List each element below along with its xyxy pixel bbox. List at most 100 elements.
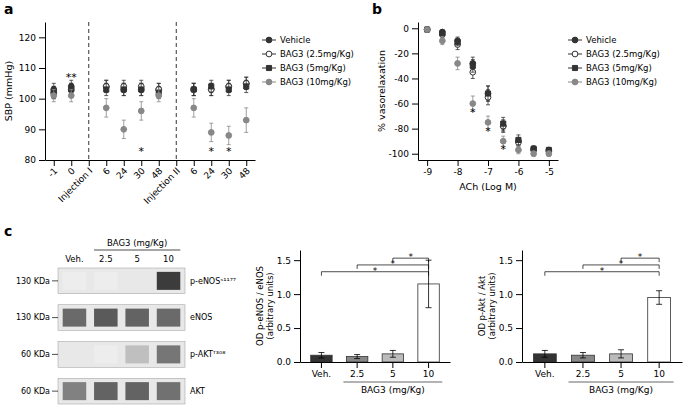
x-axis-tick: 0 [66,160,77,177]
band [125,272,149,290]
series [424,27,551,154]
row-weight-label: 130 KDa [16,277,50,286]
error-bar [227,83,231,95]
band [94,309,118,327]
x-axis-tick-label: Veh. [535,369,555,379]
error-bar [318,352,324,357]
y-axis-tick-mark [294,260,300,261]
y-axis-tick: 100 [19,94,45,104]
y-axis-tick-mark [412,104,418,105]
row-label: p-AKTᵀ³⁰⁸ [190,350,225,359]
series [51,89,249,144]
error-bar [456,40,460,50]
x-axis-tick: -1 [46,160,59,179]
x-axis-tick-mark [488,160,489,166]
y-axis-tick-mark [39,160,45,161]
band [94,382,118,400]
error-bar [52,86,56,98]
marker [439,29,445,35]
band [157,309,181,327]
marker [424,27,430,33]
y-axis-tick: 120 [19,33,45,43]
significance-label: * [600,266,605,276]
y-axis-tick-label: 1.5 [499,256,513,266]
x-axis-line [523,362,683,363]
marker [191,87,196,92]
marker [191,87,197,93]
y-axis-tick-label: 90 [25,125,37,135]
x-axis-tick-mark [71,160,72,166]
x-axis-tick: -6 [514,160,523,177]
error-bar [122,83,126,95]
legend-item: BAG3 (2.5mg/Kg) [568,49,660,59]
error-bar [501,117,505,130]
x-axis-tick: 30 [132,160,147,181]
y-axis-tick-label: 80 [25,155,37,165]
plot-area [51,22,249,160]
marker [156,93,162,99]
blot-strip [58,305,185,331]
x-axis-tick: 6 [101,160,112,177]
y-axis-tick: 1.0 [277,290,300,300]
legend-swatch [266,37,272,43]
y-axis: 0-20-40-60-80-100 [389,23,419,161]
row-dash [52,280,58,281]
error-bar [157,86,161,98]
x-axis-tick-mark [621,362,622,368]
y-axis-tick: 0 [403,24,418,34]
series [51,77,249,95]
header-bracket [94,250,180,251]
x-axis-tick-mark [54,160,55,166]
x-axis-tick-label: 6 [101,166,112,177]
x-axis-tick-mark [321,362,322,368]
x-axis: Veh.2.5510 [523,362,683,379]
legend-item: BAG3 (10mg/Kg) [262,77,351,87]
bar [648,298,671,362]
legend-swatch [572,65,577,70]
legend-label: BAG3 (10mg/Kg) [586,77,657,87]
x-axis-tick-mark [89,160,90,166]
x-axis-tick-label: -8 [454,167,463,177]
error-bar [580,352,586,357]
marker [121,87,127,93]
band [125,382,149,400]
x-axis-tick-mark [141,160,142,166]
error-bar [354,355,360,359]
x-axis-tick-mark [106,160,107,166]
error-bar [244,80,248,92]
x-axis-tick-label: 24 [202,166,217,181]
error-bar [209,123,213,141]
error-bar [532,151,536,156]
row-dash [52,391,58,392]
row-dash [52,317,58,318]
row-dash [52,354,58,355]
legend-item: BAG3 (5mg/Kg) [262,63,346,73]
legend-label: BAG3 (10mg/Kg) [280,77,351,87]
error-bar [486,86,490,101]
x-axis-tick: 48 [237,160,252,181]
annotation: * [139,145,145,158]
x-axis-tick: -8 [454,160,463,177]
y-axis-tick: 0.0 [499,357,522,367]
marker [531,151,537,157]
y-axis-tick-label: 1.0 [277,290,292,300]
x-axis-tick: 2.5 [350,362,364,379]
x-axis-tick: -9 [423,160,432,177]
band [63,309,87,327]
x-axis-tick: 10 [423,362,435,379]
y-axis-line [300,251,301,363]
x-axis-title: BAG3 (mg/Kg) [589,385,653,395]
y-axis: 0.00.51.01.5 [499,251,523,368]
band [94,345,118,363]
x-axis-tick-label: 5 [618,369,624,379]
y-axis-tick: 1.5 [277,256,300,266]
marker [191,105,197,111]
x-axis-tick-mark [124,160,125,166]
x-axis: -10Injection I6243048Injection II6243048 [46,160,256,206]
legend-swatch [572,51,578,57]
y-axis-title: % vasorelaxation [376,50,387,132]
annotation: ** [66,71,78,84]
y-axis-tick-label: -100 [389,149,410,159]
legend-item: Vehicle [568,35,616,45]
band [94,272,118,290]
